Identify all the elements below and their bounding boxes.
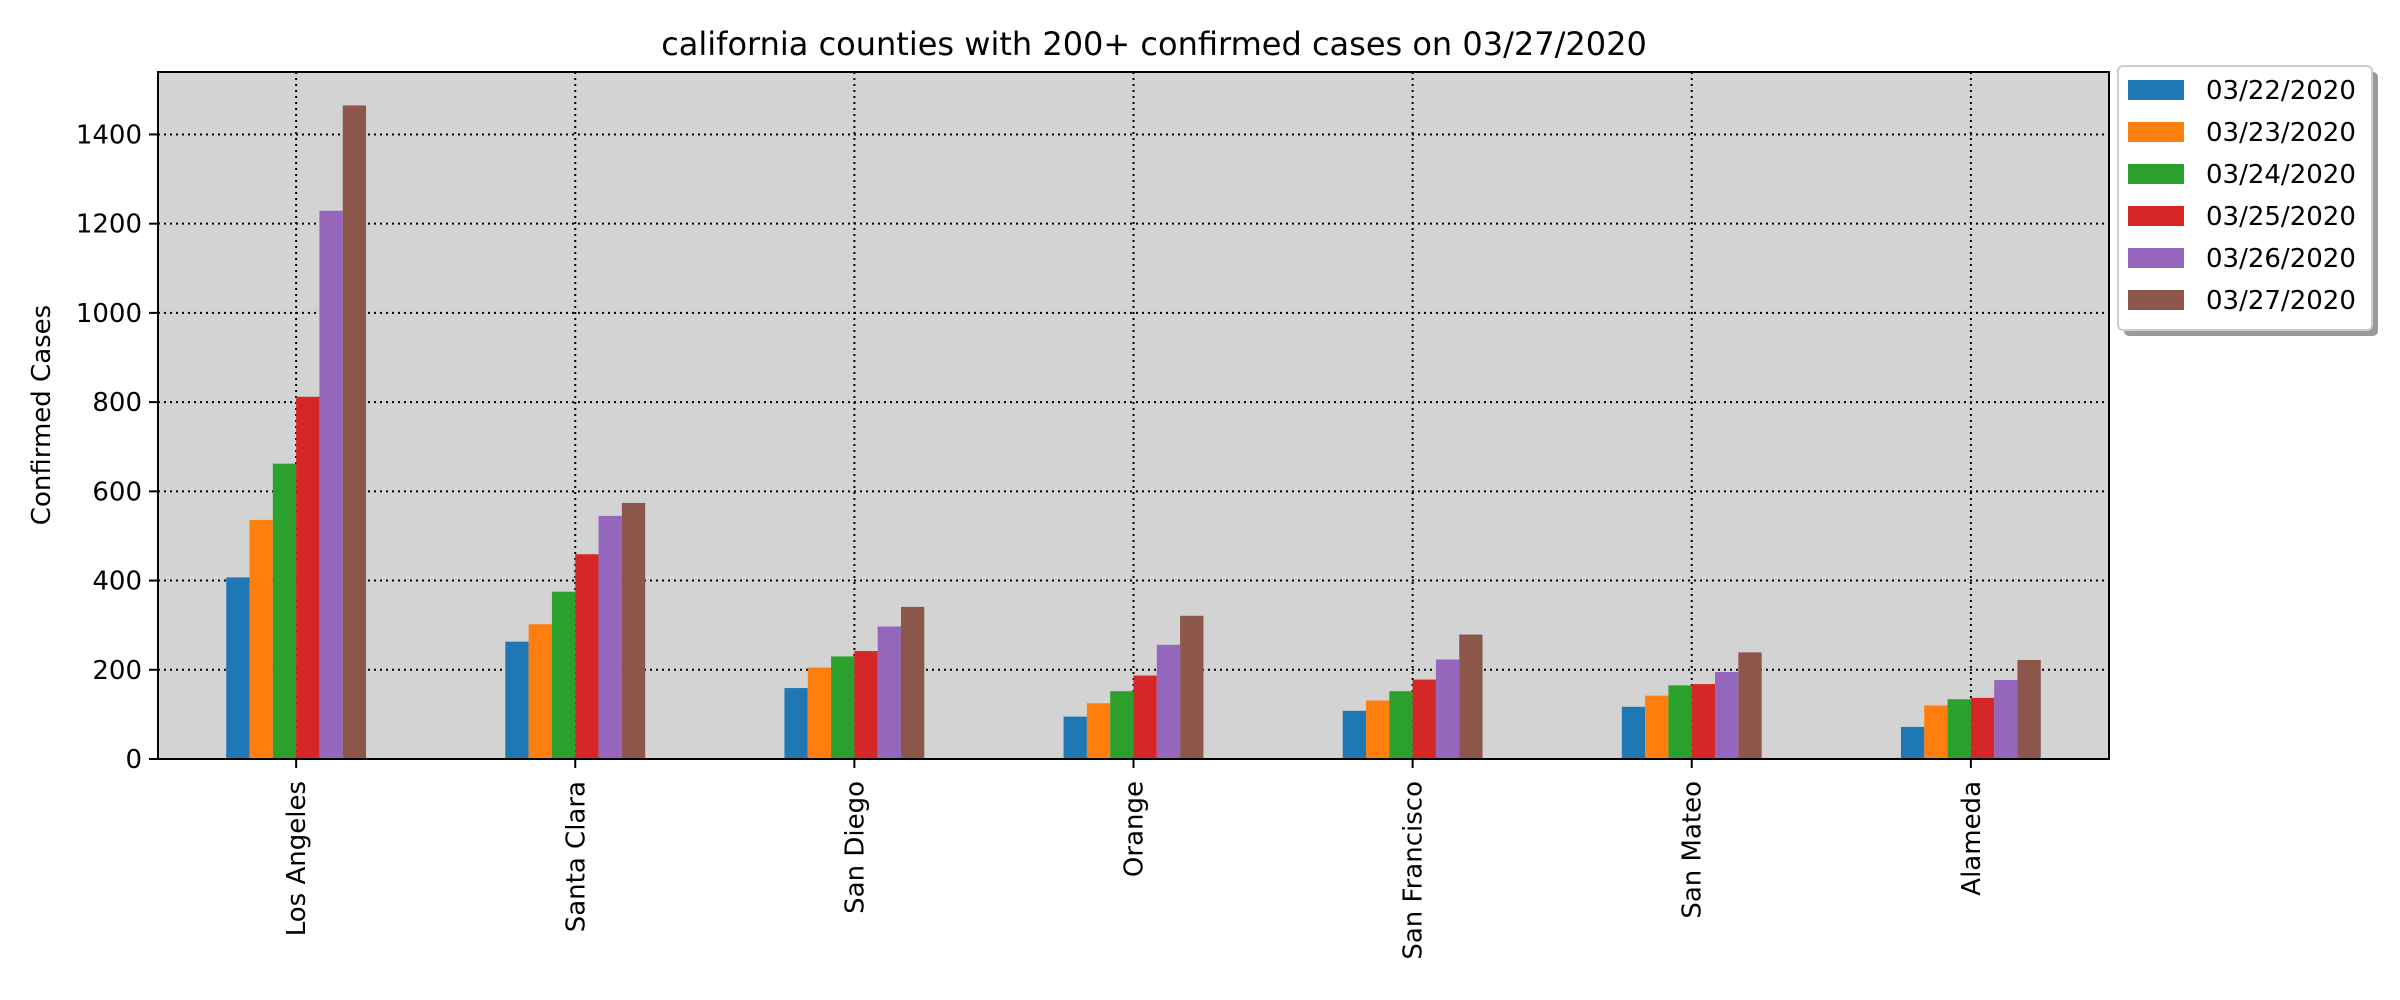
- y-axis: 0 200 400 600 800 1000 1200 1400: [76, 120, 158, 775]
- x-tick-label: Santa Clara: [561, 781, 591, 932]
- y-tick-label: 600: [92, 477, 142, 507]
- legend: 03/22/2020 03/23/2020 03/24/2020 03/25/2020…: [2117, 65, 2378, 336]
- x-tick-label: San Mateo: [1678, 781, 1708, 919]
- bar: [854, 651, 878, 759]
- legend-swatch: [2128, 290, 2184, 310]
- bar: [319, 210, 343, 760]
- x-tick-label: Alameda: [1957, 781, 1987, 896]
- legend-swatch: [2128, 206, 2184, 226]
- bar: [1621, 706, 1646, 759]
- bar: [1691, 684, 1716, 759]
- bar: [2017, 659, 2041, 759]
- bar: [1924, 705, 1948, 759]
- bar: [1715, 672, 1739, 759]
- legend-swatch: [2128, 248, 2184, 268]
- bar: [272, 463, 297, 759]
- bar: [1156, 644, 1181, 759]
- bar: [551, 591, 576, 759]
- x-tick-label: Orange: [1120, 781, 1150, 877]
- legend-swatch: [2128, 164, 2184, 184]
- x-tick-label: Los Angeles: [282, 781, 312, 936]
- bar: [598, 515, 622, 759]
- bar: [1947, 699, 1971, 759]
- legend-label: 03/23/2020: [2206, 118, 2356, 148]
- bar: [784, 688, 808, 759]
- legend-label: 03/26/2020: [2206, 244, 2356, 274]
- bar: [1459, 634, 1483, 759]
- x-tick-label: San Diego: [840, 781, 870, 914]
- bar: [1366, 700, 1390, 759]
- y-tick-label: 800: [92, 388, 142, 418]
- bar: [1063, 716, 1087, 759]
- y-tick-label: 1400: [76, 120, 142, 150]
- bar: [226, 577, 250, 759]
- bar: [505, 641, 529, 759]
- bar: [1435, 659, 1460, 759]
- bar: [575, 554, 599, 759]
- bar: [1994, 680, 2018, 759]
- y-tick-label: 1000: [76, 299, 142, 329]
- bar: [1342, 710, 1367, 759]
- bar: [1900, 726, 1925, 759]
- legend-label: 03/25/2020: [2206, 202, 2356, 232]
- bar: [528, 624, 552, 759]
- bar: [877, 626, 901, 759]
- grid-lines: [158, 72, 2109, 759]
- x-axis: Los Angeles Santa Clara San Diego Orange San…: [282, 759, 1987, 960]
- bar: [900, 606, 925, 759]
- bar: [1645, 695, 1669, 759]
- y-tick-label: 1200: [76, 210, 142, 240]
- bar: [1738, 652, 1762, 759]
- bar: [807, 667, 832, 759]
- bar: [1412, 679, 1436, 759]
- y-tick-label: 200: [92, 656, 142, 686]
- bar: [296, 396, 320, 759]
- bar: [621, 502, 646, 759]
- bar: [1133, 675, 1157, 759]
- bars: [226, 105, 2041, 760]
- bar: [1110, 691, 1134, 759]
- y-tick-label: 400: [92, 567, 142, 597]
- bar: [249, 519, 273, 759]
- bar: [831, 656, 855, 759]
- bar: [342, 105, 367, 760]
- legend-label: 03/24/2020: [2206, 160, 2356, 190]
- legend-swatch: [2128, 80, 2184, 100]
- legend-swatch: [2128, 122, 2184, 142]
- legend-label: 03/27/2020: [2206, 286, 2356, 316]
- bar: [1970, 697, 1995, 759]
- y-axis-label: Confirmed Cases: [27, 305, 57, 525]
- bar: [1086, 703, 1111, 759]
- bar: [1180, 615, 1204, 759]
- x-tick-label: San Francisco: [1399, 781, 1429, 960]
- y-tick-label: 0: [125, 745, 142, 775]
- legend-label: 03/22/2020: [2206, 76, 2356, 106]
- chart-title: california counties with 200+ confirmed …: [661, 25, 1647, 63]
- bar: [1389, 691, 1413, 759]
- bar: [1668, 685, 1692, 759]
